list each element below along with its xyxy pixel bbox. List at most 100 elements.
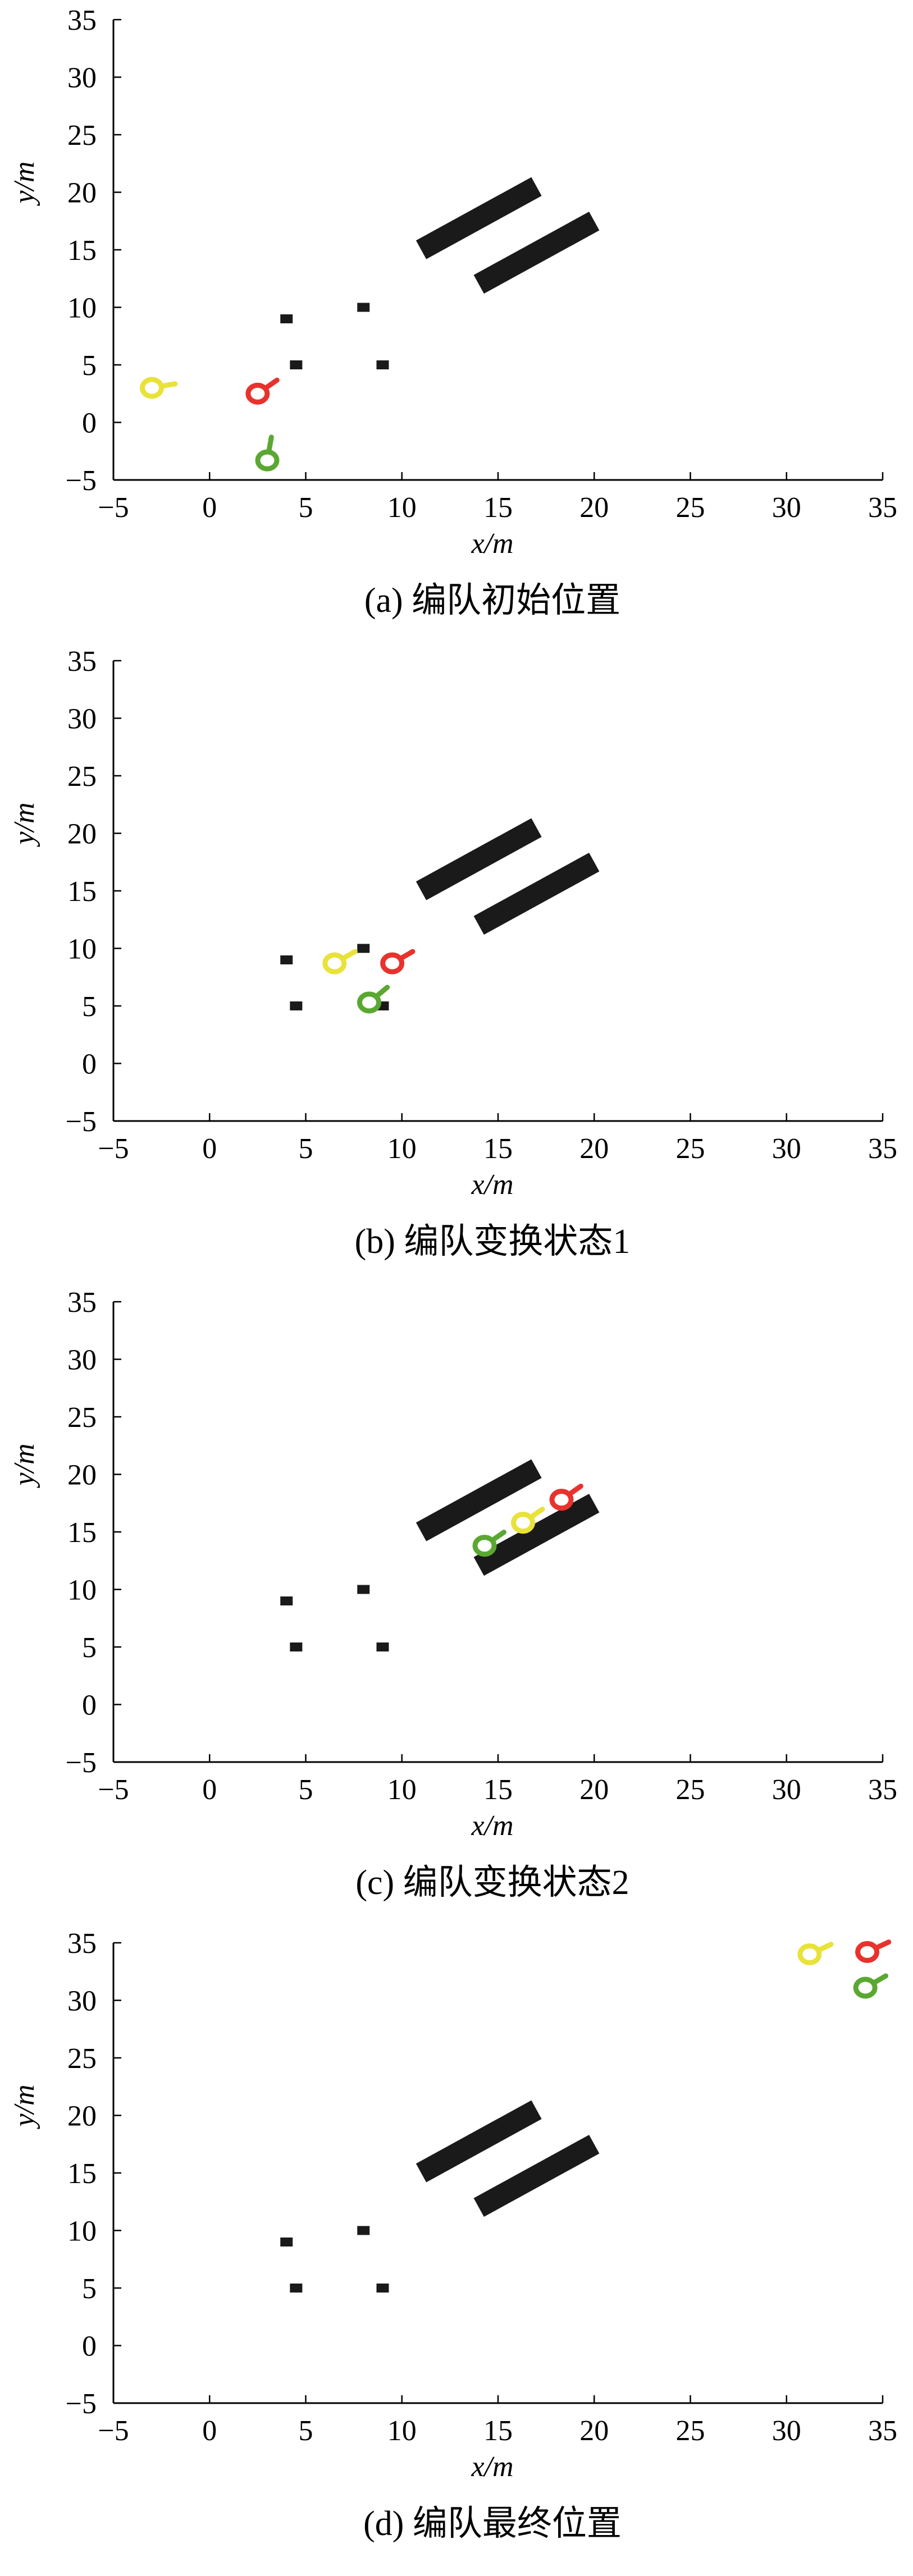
chart-panel-c: −5 0 5 10 15 20 25 30 35 −5 0 5 10 15 20 25 30 35 x/m y/m (c… <box>8 1287 897 1902</box>
y-tick-label: 20 <box>67 2101 97 2133</box>
robot-red <box>380 949 416 974</box>
wall-obstacle <box>473 1494 600 1576</box>
chart-panel-d: −5 0 5 10 15 20 25 30 35 −5 0 5 10 15 20 25 30 35 x/m y/m (d… <box>8 1928 897 2543</box>
y-tick-label: 25 <box>67 120 97 152</box>
y-tick-label: 35 <box>67 1287 97 1319</box>
x-tick-label: 20 <box>579 1133 609 1165</box>
robot-green <box>357 985 390 1014</box>
robot-red <box>549 1484 583 1511</box>
y-tick-label: 0 <box>82 408 97 440</box>
robot-body <box>472 1535 497 1557</box>
y-tick-label: 5 <box>82 991 97 1023</box>
point-obstacle <box>290 360 303 369</box>
point-obstacle <box>290 2284 303 2293</box>
panel-caption: (a) 编队初始位置 <box>364 582 620 620</box>
y-tick-label: −5 <box>66 1747 97 1779</box>
x-tick-label: 30 <box>772 2415 801 2447</box>
y-tick-label: 10 <box>67 292 97 324</box>
x-tick-label: 0 <box>202 1774 217 1806</box>
y-axis-label: y/m <box>8 2084 40 2129</box>
x-tick-label: 20 <box>579 492 609 524</box>
y-tick-label: 35 <box>67 1928 97 1960</box>
point-obstacle <box>357 1585 370 1594</box>
y-tick-label: 35 <box>67 4 97 36</box>
y-axis-label: y/m <box>8 802 40 847</box>
y-tick-label: 20 <box>67 818 97 850</box>
y-axis-label: y/m <box>8 1443 40 1488</box>
y-tick-label: 25 <box>67 761 97 793</box>
x-tick-label: 25 <box>676 492 705 524</box>
x-tick-label: 30 <box>772 1133 801 1165</box>
x-tick-label: 35 <box>868 1774 897 1806</box>
robot-yellow <box>511 1507 545 1534</box>
robot-body <box>549 1489 574 1511</box>
point-obstacle <box>290 1001 303 1010</box>
x-tick-label: 10 <box>387 492 417 524</box>
y-tick-label: 15 <box>67 2158 97 2190</box>
panel-caption: (c) 编队变换状态2 <box>355 1864 629 1902</box>
robot-red <box>245 377 280 405</box>
x-tick-label: 20 <box>579 1774 609 1806</box>
x-tick-label: 25 <box>676 1133 705 1165</box>
x-tick-label: 30 <box>772 1774 801 1806</box>
y-tick-label: 15 <box>67 235 97 267</box>
y-tick-label: 20 <box>67 177 97 209</box>
point-obstacle <box>290 1642 303 1651</box>
y-tick-label: 30 <box>67 62 97 94</box>
x-tick-label: 10 <box>387 2415 417 2447</box>
y-tick-label: 25 <box>67 1402 97 1434</box>
x-tick-label: −5 <box>98 492 129 524</box>
robot-body <box>255 449 280 472</box>
x-tick-label: 0 <box>202 2415 217 2447</box>
x-tick-label: 35 <box>868 2415 897 2447</box>
panel-caption: (b) 编队变换状态1 <box>355 1223 631 1261</box>
chart-panel-b: −5 0 5 10 15 20 25 30 35 −5 0 5 10 15 20 25 30 35 x/m y/m (b… <box>8 646 897 1261</box>
robot-body <box>511 1512 536 1534</box>
x-tick-label: 35 <box>868 1133 897 1165</box>
point-obstacle <box>280 2238 293 2246</box>
wall-obstacle <box>416 2100 542 2182</box>
robot-yellow <box>797 1942 834 1965</box>
point-obstacle <box>357 2226 370 2235</box>
point-obstacle <box>280 1596 293 1605</box>
y-tick-label: 5 <box>82 350 97 382</box>
x-tick-label: 0 <box>202 492 217 524</box>
x-tick-label: 35 <box>868 492 897 524</box>
point-obstacle <box>357 303 370 312</box>
y-tick-label: 30 <box>67 703 97 735</box>
x-axis-label: x/m <box>471 2451 513 2483</box>
wall-obstacle <box>416 177 542 259</box>
point-obstacle <box>376 2284 389 2293</box>
y-tick-label: 10 <box>67 934 97 966</box>
y-tick-label: 25 <box>67 2043 97 2075</box>
wall-obstacle <box>473 212 600 294</box>
robot-green <box>853 1973 889 1999</box>
x-axis-label: x/m <box>471 528 513 560</box>
point-obstacle <box>376 360 389 369</box>
x-tick-label: −5 <box>98 1133 129 1165</box>
x-tick-label: 15 <box>483 1133 513 1165</box>
x-tick-label: 0 <box>202 1133 217 1165</box>
point-obstacle <box>280 314 293 323</box>
robot-yellow <box>322 949 358 974</box>
robot-green <box>255 434 280 472</box>
x-tick-label: 15 <box>483 492 513 524</box>
x-tick-label: 10 <box>387 1774 417 1806</box>
y-tick-label: −5 <box>66 465 97 497</box>
chart-panel-a: −5 0 5 10 15 20 25 30 35 −5 0 5 10 15 20 25 30 35 x/m y/m (a… <box>8 4 897 620</box>
wall-obstacle <box>473 853 600 935</box>
wall-obstacle <box>473 2135 600 2217</box>
robot-green <box>472 1530 506 1557</box>
y-tick-label: 10 <box>67 1575 97 1607</box>
point-obstacle <box>357 944 370 953</box>
x-tick-label: 5 <box>299 492 313 524</box>
point-obstacle <box>280 955 293 964</box>
y-tick-label: 5 <box>82 2273 97 2305</box>
x-tick-label: 30 <box>772 492 801 524</box>
robot-body <box>322 952 347 974</box>
x-tick-label: −5 <box>98 1774 129 1806</box>
robot-red <box>855 1939 892 1963</box>
y-tick-label: 0 <box>82 1690 97 1722</box>
y-tick-label: −5 <box>66 1106 97 1138</box>
